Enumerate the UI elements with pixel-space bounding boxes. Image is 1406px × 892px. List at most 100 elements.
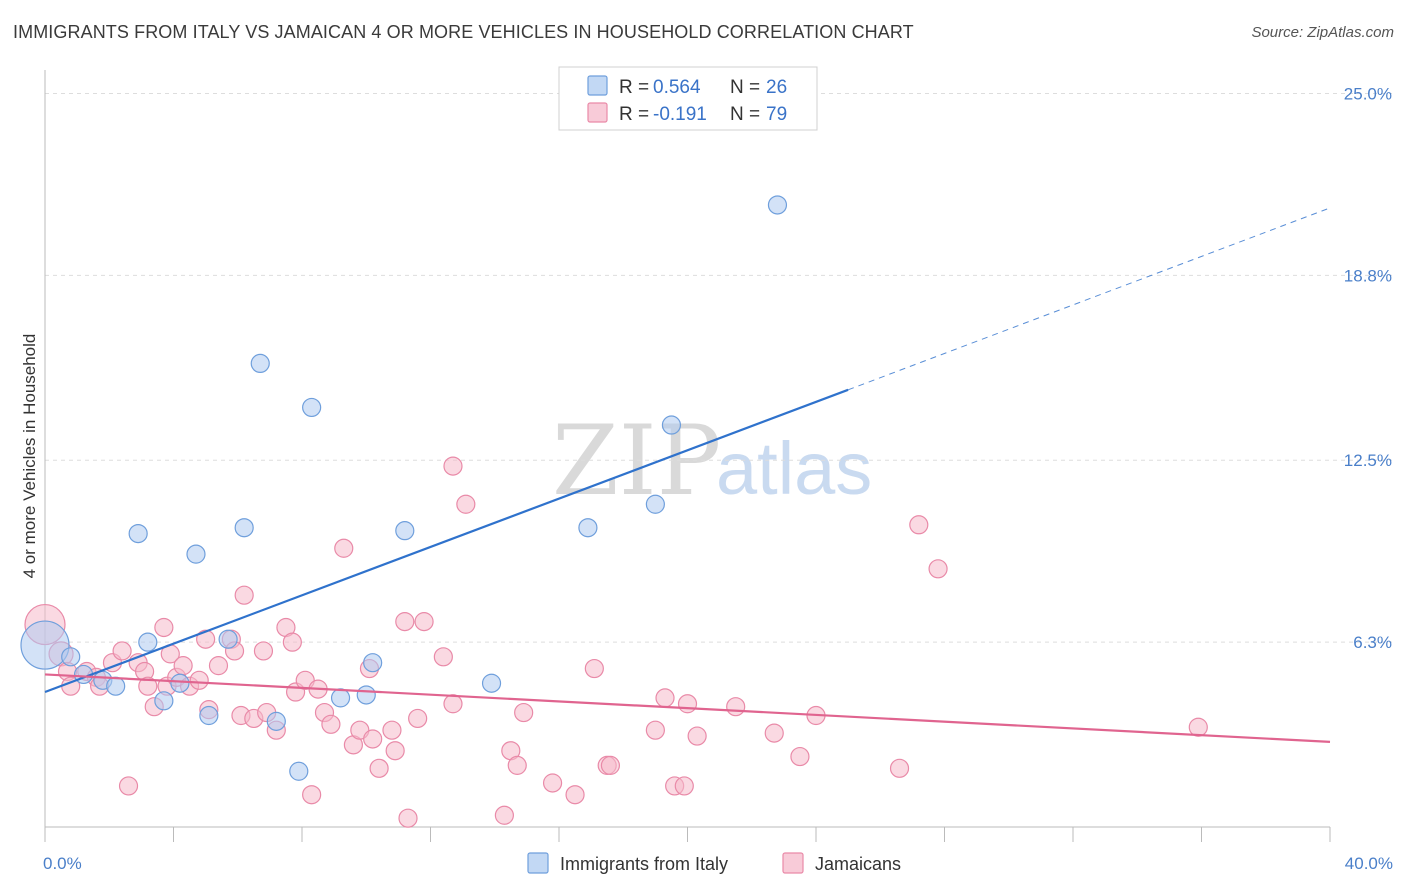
data-point-jamaicans: [138, 676, 158, 696]
legend-r-value: -0.191: [653, 104, 707, 125]
legend-n-label: N =: [730, 104, 765, 125]
x-tick-labels: 0.0% 40.0%: [43, 854, 1393, 873]
data-point-jamaicans: [382, 720, 402, 740]
data-point-jamaicans: [677, 694, 698, 714]
data-point-jamaicans: [443, 694, 463, 714]
data-point-jamaicans: [764, 723, 784, 743]
data-point-italy: [234, 518, 254, 538]
data-point-italy: [138, 632, 158, 652]
data-point-jamaicans: [889, 758, 910, 778]
data-point-italy: [170, 673, 190, 693]
data-point-italy: [330, 688, 351, 708]
data-point-jamaicans: [395, 612, 415, 632]
legend-r-value: 0.564: [653, 77, 701, 98]
data-point-italy: [154, 691, 174, 711]
data-point-jamaicans: [443, 456, 463, 476]
data-point-jamaicans: [112, 641, 132, 661]
watermark-zip: ZIP: [552, 405, 721, 517]
data-point-jamaicans: [385, 741, 405, 761]
y-tick-label: 25.0%: [1344, 84, 1392, 103]
data-point-jamaicans: [584, 658, 604, 679]
data-point-italy: [645, 494, 665, 514]
data-point-jamaicans: [645, 720, 665, 740]
data-point-italy: [250, 353, 270, 374]
watermark-atlas: atlas: [716, 427, 872, 510]
data-point-italy: [186, 544, 206, 564]
y-tick-label: 6.3%: [1353, 633, 1392, 652]
watermark: ZIP atlas: [552, 405, 872, 517]
data-point-italy: [578, 518, 598, 538]
data-point-jamaicans: [494, 805, 514, 825]
legend-r-label: R =: [619, 77, 654, 98]
data-point-jamaicans: [600, 755, 621, 775]
data-point-jamaicans: [414, 612, 434, 632]
data-point-jamaicans: [398, 808, 418, 828]
data-point-italy: [302, 397, 322, 418]
data-point-italy: [128, 523, 148, 544]
data-point-jamaicans: [1188, 717, 1208, 737]
bottom-legend-label-italy: Immigrants from Italy: [560, 854, 728, 874]
data-point-italy: [289, 761, 309, 781]
bottom-legend: Immigrants from Italy Jamaicans: [527, 852, 901, 874]
grid-lines: [45, 92, 1392, 643]
legend-swatch-italy: [587, 75, 608, 96]
legend-n-value: 79: [766, 104, 787, 125]
data-point-jamaicans: [334, 538, 354, 558]
chart-source: Source: ZipAtlas.com: [1251, 24, 1394, 41]
legend-r-label: R =: [619, 104, 654, 125]
data-point-jamaicans: [408, 708, 428, 729]
data-point-jamaicans: [208, 656, 229, 676]
data-point-jamaicans: [282, 632, 302, 652]
data-point-italy: [661, 415, 682, 435]
data-point-italy: [20, 620, 70, 670]
bottom-legend-swatch-jamaicans: [782, 852, 804, 874]
data-point-jamaicans: [253, 641, 274, 661]
data-point-italy: [106, 676, 126, 696]
trend-line-jamaicans: [44, 673, 1331, 744]
series-italy-points: [20, 195, 788, 781]
data-point-jamaicans: [687, 726, 707, 746]
legend-n-value: 26: [766, 77, 787, 98]
y-tick-label: 18.8%: [1344, 266, 1392, 285]
legend-row-jamaicans: R = -0.191 N = 79: [619, 104, 787, 125]
data-point-jamaicans: [363, 729, 383, 749]
top-legend: R = 0.564 N = 26 R = -0.191 N = 79: [558, 66, 818, 131]
data-point-jamaicans: [321, 714, 341, 734]
legend-swatch-jamaicans: [587, 102, 608, 123]
data-point-jamaicans: [514, 702, 534, 723]
data-point-jamaicans: [565, 785, 585, 805]
data-point-italy: [218, 629, 238, 649]
bottom-legend-swatch-italy: [527, 852, 549, 874]
data-point-italy: [356, 685, 376, 705]
data-point-jamaicans: [655, 688, 675, 708]
data-point-italy: [266, 711, 286, 731]
legend-row-italy: R = 0.564 N = 26: [619, 77, 787, 98]
data-point-jamaicans: [433, 647, 453, 667]
bottom-legend-label-jamaicans: Jamaicans: [815, 854, 901, 874]
data-point-italy: [481, 673, 502, 693]
legend-n-label: N =: [730, 77, 765, 98]
data-point-italy: [61, 647, 81, 667]
data-point-jamaicans: [674, 776, 694, 796]
data-point-italy: [363, 653, 383, 673]
data-point-jamaicans: [118, 776, 139, 796]
x-tick-label-min: 0.0%: [43, 854, 82, 873]
x-tick-label-max: 40.0%: [1345, 854, 1393, 873]
axes: [44, 70, 1331, 842]
data-point-jamaicans: [790, 746, 810, 767]
data-point-italy: [395, 521, 415, 541]
data-point-italy: [199, 705, 219, 726]
data-point-jamaicans: [154, 617, 174, 638]
data-point-jamaicans: [234, 585, 254, 605]
chart-title: IMMIGRANTS FROM ITALY VS JAMAICAN 4 OR M…: [13, 22, 914, 42]
data-point-jamaicans: [909, 515, 929, 535]
data-point-jamaicans: [302, 785, 322, 805]
data-point-jamaicans: [456, 494, 476, 514]
data-point-jamaicans: [369, 758, 389, 778]
trend-line-italy: [44, 388, 849, 694]
data-point-jamaicans: [196, 629, 216, 649]
y-tick-labels: 6.3% 12.5% 18.8% 25.0%: [1344, 84, 1392, 652]
data-point-jamaicans: [189, 670, 209, 690]
data-point-jamaicans: [507, 755, 527, 775]
